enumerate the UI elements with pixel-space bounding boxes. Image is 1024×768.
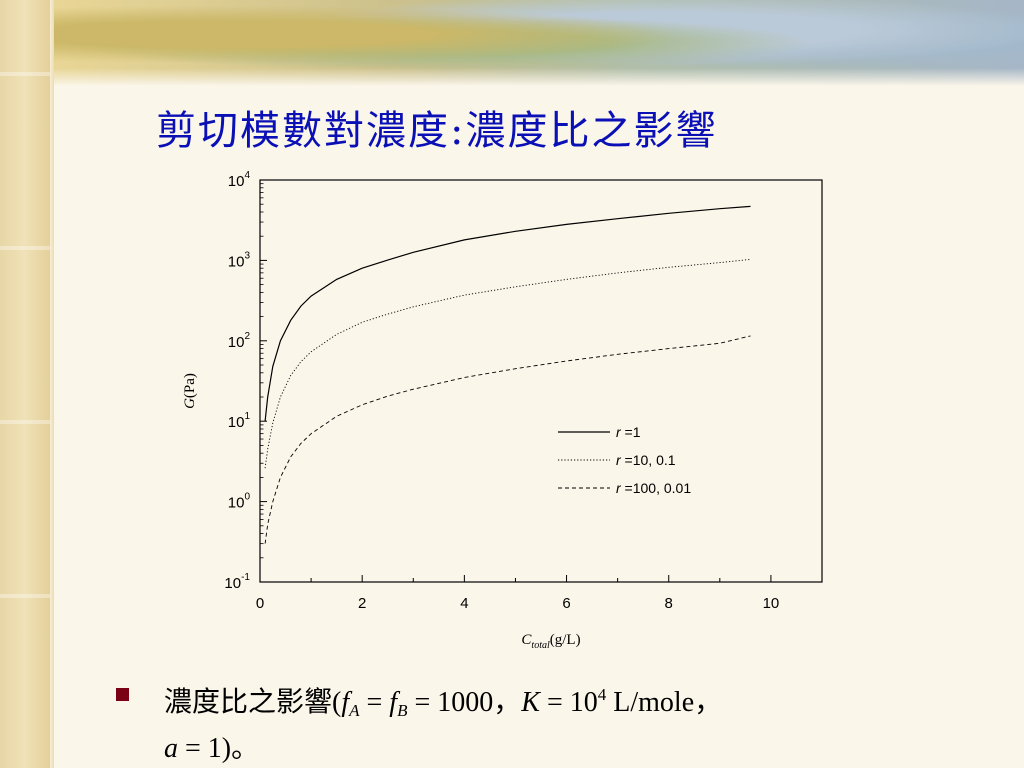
legend-label-1: r =1 [616,424,641,440]
x-tick-label: 0 [256,595,264,612]
top-leaf-banner [54,0,1024,86]
y-tick-label: 100 [228,492,251,512]
slide-title: 剪切模數對濃度:濃度比之影響 [156,108,718,154]
y-axis-label: G(Pa) [182,373,198,409]
bullet-text: 濃度比之影響(fA = fB = 1000，K = 104 L/mole， a =… [164,685,723,764]
y-tick-label: 10-1 [224,572,250,592]
series-line-2 [264,258,751,469]
y-tick-label: 102 [228,331,251,351]
x-axis-label: Ctotal(g/L) [521,632,580,651]
y-tick-label: 101 [228,411,251,431]
y-tick-label: 104 [228,170,251,190]
left-texture-strip [0,0,54,768]
plot-frame [259,179,823,583]
legend-label-3: r =100, 0.01 [616,480,691,496]
series-line-3 [264,335,751,544]
x-tick-label: 8 [665,595,673,612]
bullet-marker [116,688,129,701]
legend-label-2: r =10, 0.1 [616,452,676,468]
series-line-1 [264,205,751,422]
x-tick-label: 6 [562,595,570,612]
x-tick-label: 2 [358,595,366,612]
x-tick-label: 10 [763,595,780,612]
y-tick-label: 103 [228,250,251,270]
x-tick-label: 4 [460,595,468,612]
